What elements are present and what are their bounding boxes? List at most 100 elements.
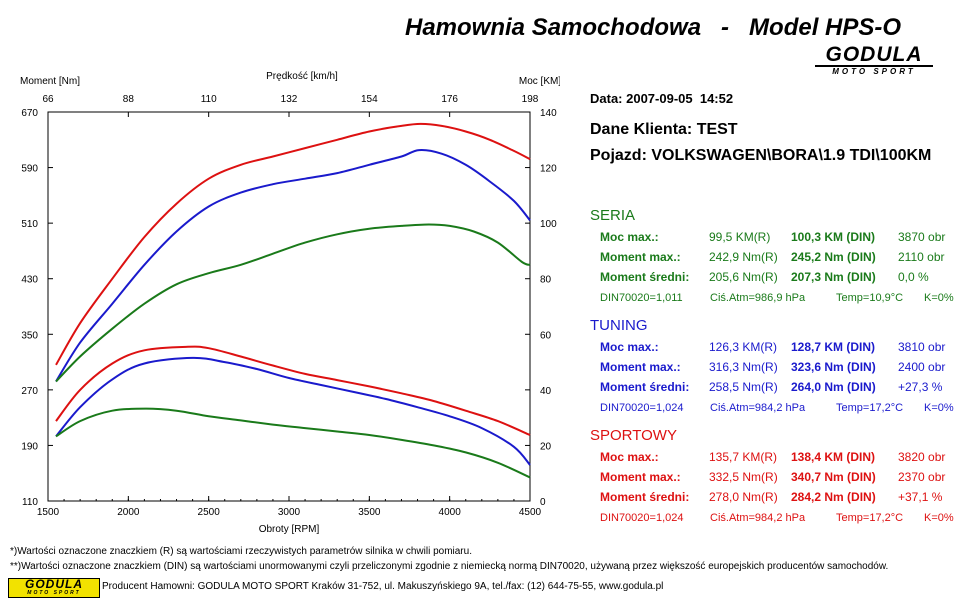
power-curve (55, 149, 531, 383)
row-r-value: 99,5 KM(R) (709, 230, 771, 244)
row-extra: +27,3 % (898, 380, 943, 394)
x-tick-label: 4000 (439, 507, 462, 518)
footnote-r: *)Wartości oznaczone znaczkiem (R) są wa… (10, 546, 472, 557)
k-factor: K=0% (924, 512, 954, 524)
top-tick-label: 66 (42, 94, 54, 105)
row-din-value: 128,7 KM (DIN) (791, 340, 876, 354)
k-factor: K=0% (924, 402, 954, 414)
footer-logo-subtext: MOTO SPORT (27, 590, 81, 596)
row-label: Moment max.: (600, 470, 681, 484)
footnote-din: **)Wartości oznaczone znaczkiem (DIN) są… (10, 561, 889, 572)
logo-text: GODULA (825, 43, 923, 66)
y-right-tick-label: 100 (540, 219, 557, 230)
row-din-value: 264,0 Nm (DIN) (791, 380, 876, 394)
top-tick-label: 154 (361, 94, 378, 105)
y-right-tick-label: 0 (540, 497, 546, 508)
y-left-tick-label: 190 (21, 441, 38, 452)
y-left-tick-label: 430 (21, 275, 38, 286)
row-r-value: 135,7 KM(R) (709, 450, 778, 464)
row-label: Moment średni: (600, 380, 690, 394)
client-info: Dane Klienta: TEST (590, 121, 738, 138)
atm-pressure: Ciś.Atm=984,2 hPa (710, 512, 806, 524)
plot-frame (47, 111, 531, 502)
page-title: Hamownia Samochodowa - Model HPS-O (405, 14, 902, 41)
top-axis-title: Prędkość [km/h] (266, 71, 338, 82)
row-label: Moc max.: (600, 230, 659, 244)
y-left-tick-label: 110 (22, 497, 38, 508)
torque-curve (55, 407, 531, 479)
power-curve (55, 122, 531, 366)
top-tick-label: 110 (201, 94, 217, 105)
row-label: Moment max.: (600, 250, 681, 264)
godula-logo: GODULA MOTO SPORT (815, 44, 933, 76)
row-label: Moment średni: (600, 270, 690, 284)
row-r-value: 316,3 Nm(R) (709, 360, 778, 374)
top-tick-label: 132 (281, 94, 298, 105)
row-label: Moc max.: (600, 340, 659, 354)
y-left-tick-label: 590 (21, 164, 38, 175)
y-left-axis-title: Moment [Nm] (20, 76, 80, 87)
x-tick-label: 1500 (37, 507, 60, 518)
row-r-value: 278,0 Nm(R) (709, 490, 778, 504)
measurement-date: Data: 2007-09-05 14:52 (590, 91, 734, 106)
k-factor: K=0% (924, 292, 954, 304)
din-factor: DIN70020=1,024 (600, 402, 684, 414)
x-axis-title: Obroty [RPM] (259, 524, 320, 535)
atm-pressure: Ciś.Atm=986,9 hPa (710, 292, 806, 304)
vehicle-info: Pojazd: VOLKSWAGEN\BORA\1.9 TDI\100KM (590, 147, 932, 164)
top-tick-label: 198 (522, 94, 539, 105)
y-right-axis-title: Moc [KM] (519, 76, 560, 87)
row-din-value: 100,3 KM (DIN) (791, 230, 876, 244)
dyno-chart: Moment [Nm] Prędkość [km/h] Moc [KM] Obr… (20, 71, 560, 535)
row-din-value: 323,6 Nm (DIN) (791, 360, 876, 374)
power-curve (55, 223, 531, 383)
y-right-tick-label: 40 (540, 386, 552, 397)
section-title: SERIA (590, 207, 636, 224)
torque-curve (55, 356, 531, 466)
temperature: Temp=17,2°C (836, 402, 904, 414)
temperature: Temp=17,2°C (836, 512, 904, 524)
row-r-value: 332,5 Nm(R) (709, 470, 778, 484)
row-r-value: 242,9 Nm(R) (709, 250, 778, 264)
footnotes: *)Wartości oznaczone znaczkiem (R) są wa… (10, 544, 888, 574)
row-r-value: 126,3 KM(R) (709, 340, 778, 354)
y-right-tick-label: 60 (540, 330, 552, 341)
footer-logo-text: GODULA (25, 577, 83, 591)
y-left-tick-label: 350 (21, 330, 38, 341)
x-tick-label: 4500 (519, 507, 542, 518)
row-extra: 2370 obr (898, 470, 946, 484)
footer-logo: GODULA MOTO SPORT (8, 578, 100, 598)
row-extra: +37,1 % (898, 490, 943, 504)
footer-text: Producent Hamowni: GODULA MOTO SPORT Kra… (102, 581, 664, 592)
y-right-tick-label: 20 (540, 441, 552, 452)
y-right-tick-label: 120 (540, 164, 557, 175)
top-tick-label: 88 (123, 94, 135, 105)
x-tick-label: 3500 (358, 507, 381, 518)
row-din-value: 284,2 Nm (DIN) (791, 490, 876, 504)
atm-pressure: Ciś.Atm=984,2 hPa (710, 402, 806, 414)
y-left-tick-label: 510 (21, 219, 38, 230)
y-left-tick-label: 270 (21, 386, 38, 397)
x-tick-label: 2000 (117, 507, 140, 518)
row-label: Moment średni: (600, 490, 690, 504)
torque-curve (55, 345, 531, 436)
temperature: Temp=10,9°C (836, 292, 904, 304)
row-r-value: 258,5 Nm(R) (709, 380, 778, 394)
row-extra: 3870 obr (898, 230, 946, 244)
y-left-tick-label: 670 (21, 108, 38, 119)
x-tick-label: 2500 (198, 507, 221, 518)
row-din-value: 340,7 Nm (DIN) (791, 470, 876, 484)
y-right-tick-label: 140 (540, 108, 557, 119)
row-label: Moc max.: (600, 450, 659, 464)
row-extra: 2400 obr (898, 360, 946, 374)
section-title: SPORTOWY (590, 427, 677, 444)
top-tick-label: 176 (441, 94, 458, 105)
section-title: TUNING (590, 317, 648, 334)
y-right-tick-label: 80 (540, 275, 552, 286)
row-din-value: 245,2 Nm (DIN) (791, 250, 876, 264)
row-din-value: 207,3 Nm (DIN) (791, 270, 876, 284)
din-factor: DIN70020=1,024 (600, 512, 684, 524)
row-extra: 3810 obr (898, 340, 946, 354)
row-extra: 0,0 % (898, 270, 929, 284)
din-factor: DIN70020=1,011 (600, 292, 683, 304)
